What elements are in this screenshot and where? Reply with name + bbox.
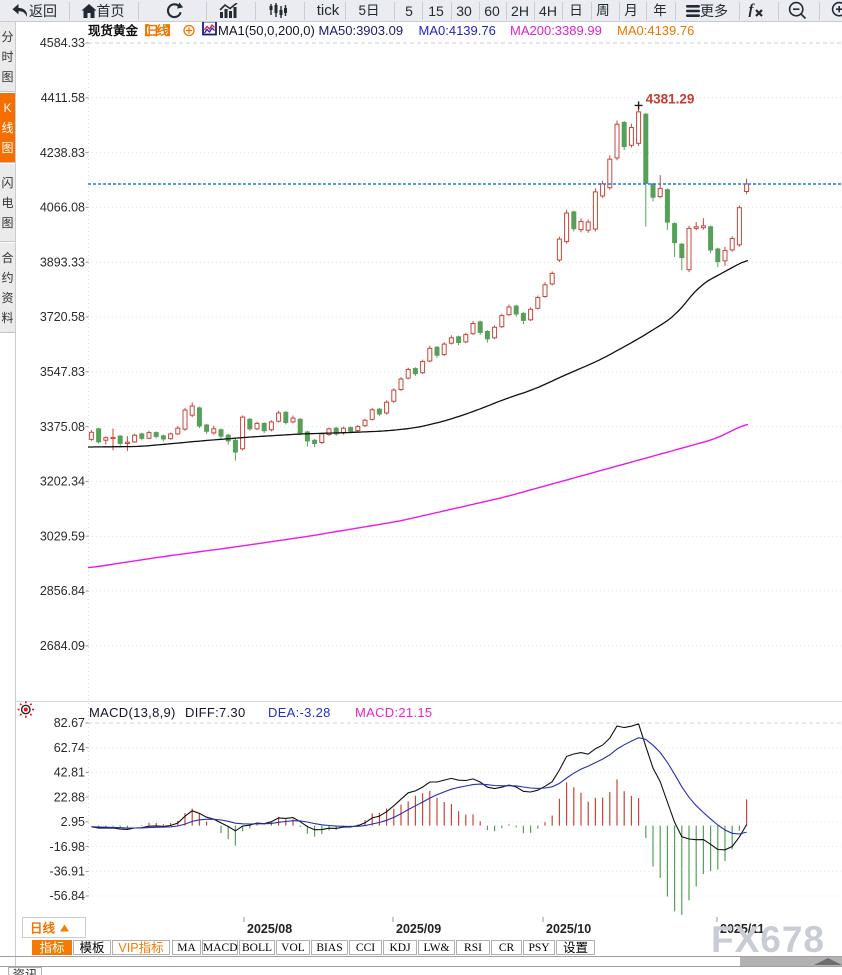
svg-text:4238.83: 4238.83 [40,146,85,160]
svg-text:MACD:21.15: MACD:21.15 [355,705,432,720]
svg-text:42.81: 42.81 [54,766,85,780]
svg-text:62.74: 62.74 [54,741,85,755]
svg-text:2025/09: 2025/09 [396,922,441,936]
svg-text:MA0:4139.76: MA0:4139.76 [419,23,496,38]
svg-text:MA0:4139.76: MA0:4139.76 [617,23,694,38]
svg-text:f: f [749,2,756,18]
svg-text:DIFF:7.30: DIFF:7.30 [185,705,246,720]
svg-text:82.67: 82.67 [54,716,85,730]
svg-text:日线: 日线 [30,921,56,936]
svg-text:4584.33: 4584.33 [40,36,85,50]
svg-text:4381.29: 4381.29 [646,91,695,106]
svg-text:MA200:3389.99: MA200:3389.99 [510,23,602,38]
svg-text:3202.34: 3202.34 [40,475,85,489]
svg-text:DEA:-3.28: DEA:-3.28 [268,705,331,720]
svg-text:3029.59: 3029.59 [40,529,85,543]
svg-text:4066.08: 4066.08 [40,201,85,215]
svg-text:-36.91: -36.91 [50,865,85,879]
svg-text:4411.58: 4411.58 [41,91,85,105]
svg-text:3375.08: 3375.08 [40,420,85,434]
svg-text:-56.84: -56.84 [50,889,85,903]
svg-text:2025/10: 2025/10 [546,922,591,936]
svg-text:3547.83: 3547.83 [40,365,85,379]
svg-text:2025/08: 2025/08 [247,922,292,936]
svg-text:现货黄金: 现货黄金 [88,23,139,38]
svg-text:2025/11: 2025/11 [720,922,765,936]
svg-text:2856.84: 2856.84 [40,584,85,598]
svg-text:3893.33: 3893.33 [40,255,85,269]
svg-text:MA1(50,0,200,0): MA1(50,0,200,0) [218,23,315,38]
svg-text:-16.98: -16.98 [50,840,85,854]
svg-text:2684.09: 2684.09 [40,639,85,653]
svg-text:MACD(13,8,9): MACD(13,8,9) [89,705,176,720]
svg-text:MA50:3903.09: MA50:3903.09 [319,23,404,38]
svg-text:22.88: 22.88 [54,790,85,804]
svg-text:【日线】: 【日线】 [137,23,175,38]
svg-text:2.95: 2.95 [61,815,85,829]
svg-text:3720.58: 3720.58 [40,310,85,324]
